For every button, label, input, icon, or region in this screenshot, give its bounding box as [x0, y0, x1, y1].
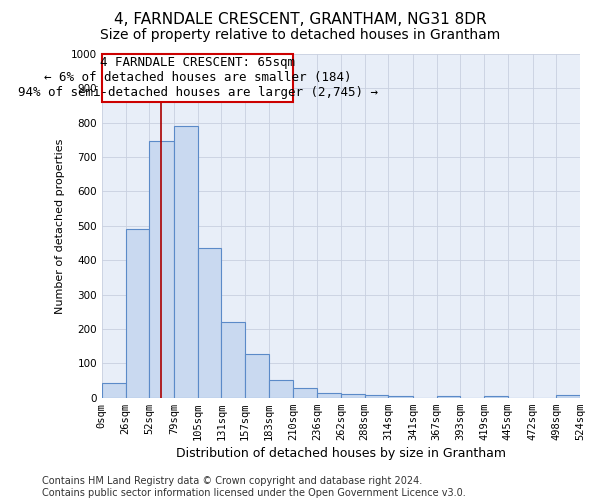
Bar — [221, 322, 245, 398]
Bar — [149, 140, 174, 398]
Bar — [245, 354, 269, 398]
FancyBboxPatch shape — [102, 54, 293, 102]
X-axis label: Distribution of detached houses by size in Grantham: Distribution of detached houses by size … — [176, 447, 506, 460]
Bar — [197, 248, 221, 398]
Bar — [365, 396, 388, 398]
Y-axis label: Number of detached properties: Number of detached properties — [55, 138, 65, 314]
Text: 4 FARNDALE CRESCENT: 65sqm
← 6% of detached houses are smaller (184)
94% of semi: 4 FARNDALE CRESCENT: 65sqm ← 6% of detac… — [17, 56, 377, 98]
Bar — [102, 384, 125, 398]
Bar — [269, 380, 293, 398]
Text: 4, FARNDALE CRESCENT, GRANTHAM, NG31 8DR: 4, FARNDALE CRESCENT, GRANTHAM, NG31 8DR — [113, 12, 487, 28]
Text: Size of property relative to detached houses in Grantham: Size of property relative to detached ho… — [100, 28, 500, 42]
Bar — [484, 396, 508, 398]
Bar — [174, 126, 197, 398]
Bar — [388, 396, 413, 398]
Bar — [437, 396, 460, 398]
Bar — [341, 394, 365, 398]
Bar — [317, 392, 341, 398]
Text: Contains HM Land Registry data © Crown copyright and database right 2024.
Contai: Contains HM Land Registry data © Crown c… — [42, 476, 466, 498]
Bar — [125, 230, 149, 398]
Bar — [556, 396, 580, 398]
Bar — [293, 388, 317, 398]
